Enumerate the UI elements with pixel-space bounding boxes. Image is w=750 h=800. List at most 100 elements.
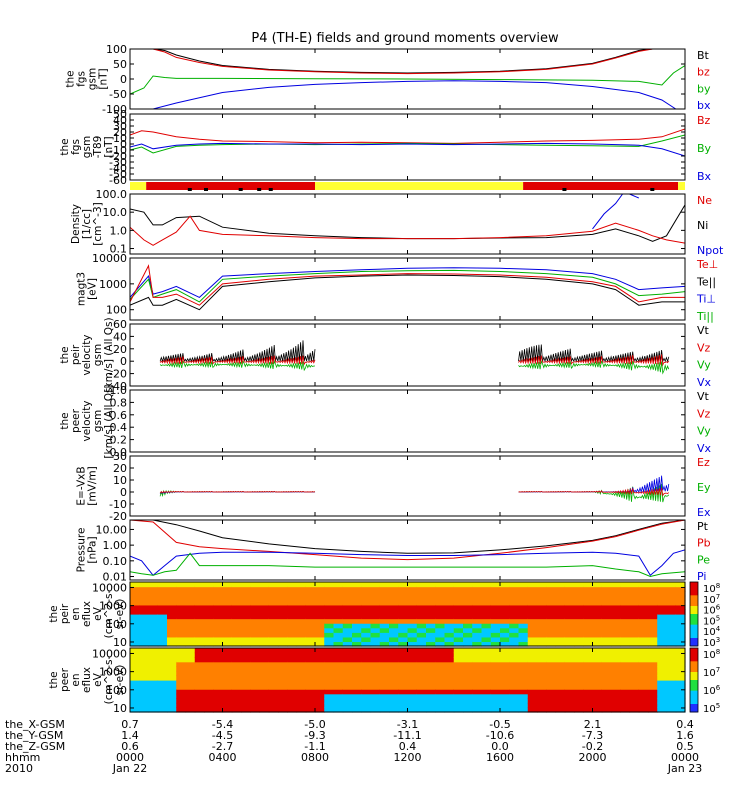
- spectrogram-cell: [564, 652, 575, 658]
- spectrogram-cell: [398, 604, 409, 611]
- spectrogram-cell: [305, 636, 316, 643]
- spectrogram-cell: [527, 657, 538, 663]
- x-row-value: -0.2: [582, 740, 603, 753]
- spectrogram-cell: [518, 636, 529, 643]
- spectrogram-cell: [222, 632, 233, 638]
- spectrogram-cell: [463, 689, 473, 695]
- spectrogram-cell: [657, 675, 668, 681]
- spectrogram-cell: [398, 600, 409, 606]
- spectrogram-cell: [379, 702, 390, 709]
- spectrogram-cell: [444, 641, 455, 647]
- spectrogram-cell: [130, 702, 140, 709]
- spectrogram-cell: [185, 684, 196, 690]
- spectrogram-cell: [592, 680, 603, 686]
- spectrogram-cell: [657, 666, 668, 672]
- spectrogram-cell: [472, 680, 483, 686]
- spectrogram-cell: [574, 591, 584, 597]
- spectrogram-cell: [564, 698, 575, 704]
- spectrogram-cell: [157, 623, 168, 629]
- spectrogram-cell: [444, 648, 455, 654]
- spectrogram-cell: [194, 627, 205, 633]
- spectrogram-cell: [518, 604, 529, 611]
- spectrogram-cell: [648, 604, 658, 611]
- spectrogram-cell: [324, 614, 335, 620]
- spectrogram-cell: [259, 627, 270, 633]
- spectrogram-cell: [389, 657, 399, 663]
- x-row-value: 2.1: [584, 718, 602, 731]
- spectrogram-cell: [453, 600, 464, 606]
- spectrogram-cell: [213, 614, 224, 620]
- spectrogram-cell: [370, 595, 381, 601]
- spectrogram-cell: [278, 623, 288, 629]
- spectrogram-cell: [657, 636, 668, 643]
- spectrogram-cell: [176, 641, 187, 647]
- spectrogram-cell: [287, 661, 298, 667]
- spectrogram-cell: [620, 600, 631, 606]
- spectrogram-cell: [601, 680, 612, 686]
- spectrogram-cell: [620, 693, 631, 699]
- spectrogram-cell: [241, 707, 251, 713]
- spectrogram-cell: [167, 661, 177, 667]
- spectrogram-cell: [574, 680, 584, 686]
- spectrogram-cell: [148, 670, 159, 677]
- spectrogram-cell: [167, 632, 177, 638]
- spectrogram-cell: [657, 684, 668, 690]
- spectrogram-cell: [407, 652, 418, 658]
- colorbar-step: [690, 614, 698, 618]
- spectrogram-cell: [222, 689, 233, 695]
- spectrogram-cell: [518, 652, 529, 658]
- spectrogram-cell: [601, 670, 612, 677]
- spectrogram-cell: [361, 670, 372, 677]
- spectrogram-cell: [490, 586, 501, 592]
- spectrogram-cell: [139, 648, 150, 654]
- spectrogram-cell: [518, 702, 529, 709]
- spectrogram-cell: [315, 657, 325, 663]
- x-row-value: -0.5: [489, 718, 510, 731]
- spectrogram-cell: [407, 707, 418, 713]
- spectrogram-cell: [130, 675, 140, 681]
- spectrogram-cell: [370, 591, 381, 597]
- spectrogram-cell: [231, 648, 242, 654]
- spectrogram-cell: [416, 623, 427, 629]
- spectrogram-cell: [352, 632, 362, 638]
- y-tick-label: 10000: [92, 252, 127, 265]
- spectrogram-cell: [342, 698, 353, 704]
- spectrogram-cell: [500, 661, 510, 667]
- spectrogram-cell: [130, 586, 140, 592]
- spectrogram-cell: [333, 591, 344, 597]
- spectrogram-cell: [527, 614, 538, 620]
- spectrogram-cell: [564, 627, 575, 633]
- spectrogram-cell: [259, 632, 270, 638]
- spectrogram-cell: [426, 702, 436, 709]
- spectrogram-cell: [148, 591, 159, 597]
- spectrogram-cell: [490, 627, 501, 633]
- y-axis-label-line: [km/s] (All Qs): [103, 317, 115, 392]
- spectrogram-cell: [204, 600, 214, 606]
- spectrogram-cell: [453, 632, 464, 638]
- spectrogram-cell: [555, 591, 566, 597]
- spectrogram-cell: [490, 675, 501, 681]
- spectrogram-cell: [213, 632, 224, 638]
- spectrogram-cell: [287, 680, 298, 686]
- spectrogram-cell: [629, 666, 640, 672]
- spectrogram-cell: [148, 623, 159, 629]
- spectrogram-cell: [231, 680, 242, 686]
- spectrogram-cell: [648, 636, 658, 643]
- spectrogram-cell: [176, 627, 187, 633]
- spectrogram-cell: [481, 648, 492, 654]
- spectrogram-cell: [574, 652, 584, 658]
- spectrogram-cell: [518, 670, 529, 677]
- spectrogram-cell: [620, 632, 631, 638]
- spectrogram-cell: [222, 604, 233, 611]
- spectrogram-cell: [176, 614, 187, 620]
- colorbar-step: [690, 582, 698, 586]
- y-tick-label: 10000: [92, 581, 127, 594]
- spectrogram-cell: [139, 632, 150, 638]
- spectrogram-cell: [185, 648, 196, 654]
- spectrogram-cell: [268, 657, 279, 663]
- spectrogram-cell: [222, 582, 233, 588]
- panel-mode_bar: [130, 182, 685, 191]
- spectrogram-cell: [463, 666, 473, 672]
- spectrogram-cell: [546, 661, 557, 667]
- y-axis-label-line: fgs: [70, 139, 82, 155]
